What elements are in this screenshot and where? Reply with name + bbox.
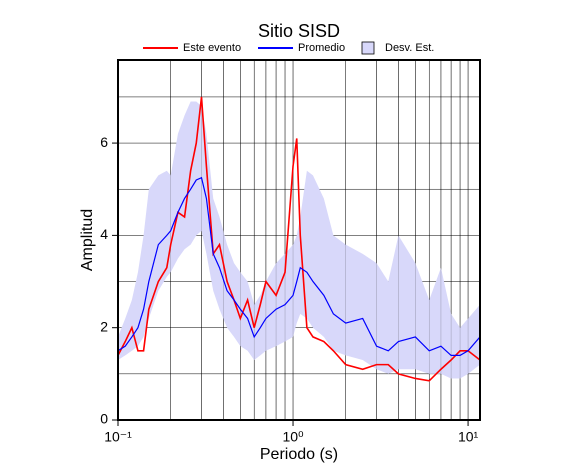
y-tick-label: 0 [100,411,108,427]
legend-label: Este evento [183,42,241,54]
x-axis-label: Periodo (s) [260,446,338,463]
y-axis-label: Amplitud [79,209,96,271]
series-line [117,176,481,356]
y-tick-label: 6 [100,134,108,150]
x-tick-label: 10⁰ [282,429,304,445]
series-line [117,96,481,382]
legend-swatch [361,41,375,55]
y-tick-label: 2 [100,318,108,334]
y-tick-label: 4 [100,226,108,242]
legend-label: Desv. Est. [385,42,434,54]
x-tick-label: 10⁻¹ [104,429,132,445]
plot-frame [117,59,481,421]
x-tick-label: 10¹ [458,429,479,445]
legend-label: Promedio [298,42,345,54]
std-band [118,101,480,379]
chart-title: Sitio SISD [258,21,340,41]
